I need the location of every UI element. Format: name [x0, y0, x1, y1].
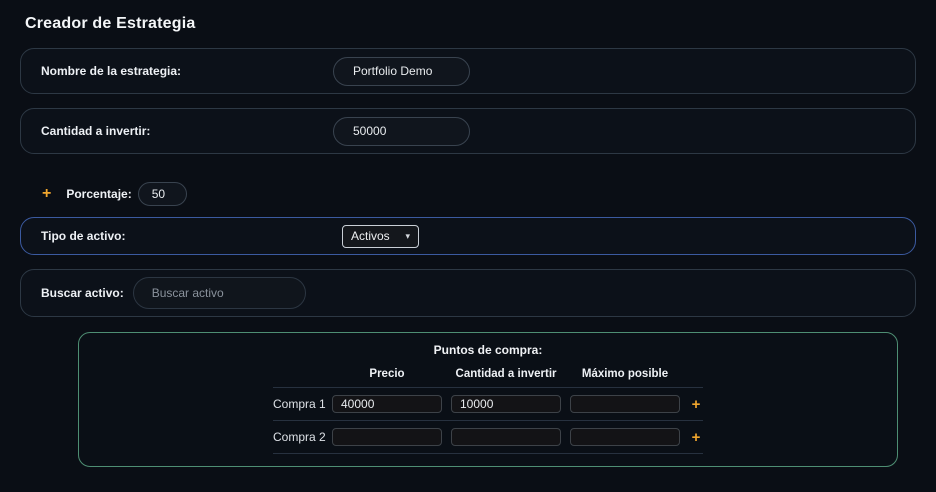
asset-type-selected-value: Activos [351, 229, 390, 243]
asset-type-select[interactable]: Activos ▾ [342, 224, 419, 248]
add-buy-point-icon[interactable]: + [691, 395, 701, 413]
invest-amount-input[interactable] [333, 116, 470, 146]
asset-type-row: Tipo de activo: Activos ▾ [20, 217, 916, 255]
asset-type-label: Tipo de activo: [41, 229, 126, 243]
buy-points-table: Precio Cantidad a invertir Máximo posibl… [273, 368, 703, 454]
strategy-name-input[interactable] [333, 56, 470, 86]
add-percentage-icon[interactable]: + [42, 185, 52, 202]
strategy-name-row: Nombre de la estrategia: [20, 48, 916, 94]
percentage-group: + Porcentaje: [42, 181, 187, 207]
compra-1-cantidad-input[interactable] [451, 395, 561, 413]
search-asset-input[interactable] [132, 277, 306, 309]
buy-points-header-row: Precio Cantidad a invertir Máximo posibl… [273, 368, 703, 387]
strategy-name-label: Nombre de la estrategia: [41, 64, 182, 78]
compra-2-maximo-input[interactable] [570, 428, 680, 446]
buy-points-title: Puntos de compra: [433, 343, 543, 357]
buy-points-panel: Puntos de compra: Precio Cantidad a inve… [78, 332, 898, 467]
compra-1-maximo-input[interactable] [570, 395, 680, 413]
table-row: Compra 2 + [273, 420, 703, 453]
row-label-compra-2: Compra 2 [273, 430, 326, 444]
compra-2-precio-input[interactable] [332, 428, 442, 446]
add-buy-point-icon[interactable]: + [691, 428, 701, 446]
compra-2-cantidad-input[interactable] [451, 428, 561, 446]
column-header-precio: Precio [369, 368, 405, 380]
row-label-compra-1: Compra 1 [273, 397, 326, 411]
search-asset-row: Buscar activo: [20, 269, 916, 317]
compra-1-precio-input[interactable] [332, 395, 442, 413]
column-header-cantidad: Cantidad a invertir [455, 368, 557, 380]
percentage-input[interactable] [137, 182, 187, 206]
table-row: Compra 1 + [273, 387, 703, 420]
table-bottom-divider [273, 453, 703, 454]
percentage-label: Porcentaje: [66, 187, 132, 201]
page-title: Creador de Estrategia [25, 15, 196, 32]
invest-amount-label: Cantidad a invertir: [41, 124, 151, 138]
chevron-down-icon: ▾ [405, 230, 410, 241]
column-header-maximo: Máximo posible [581, 368, 669, 380]
invest-amount-row: Cantidad a invertir: [20, 108, 916, 154]
search-asset-label: Buscar activo: [41, 286, 124, 300]
